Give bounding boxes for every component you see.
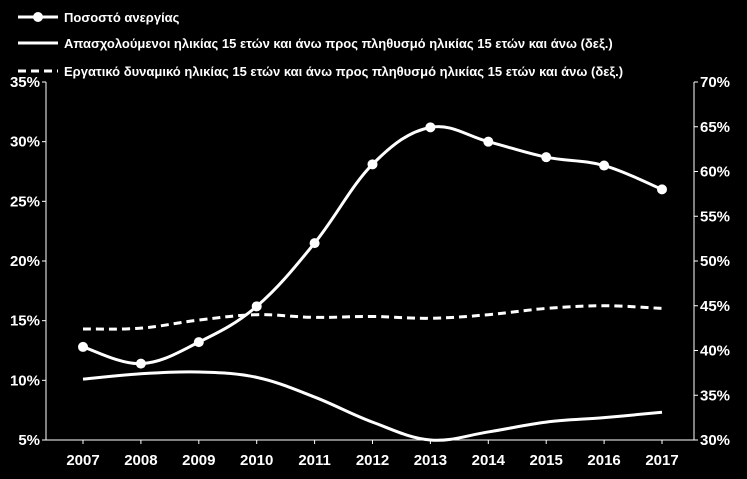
data-point-marker — [541, 152, 552, 163]
x-tick-label: 2010 — [240, 452, 273, 469]
right-tick-label: 40% — [700, 343, 730, 360]
axes-group: 5% 10% 15% 20% 25% 30% 35% 30% 35% 40% 45% 50% 55% 60… — [10, 74, 730, 469]
x-tick-label: 2013 — [414, 452, 447, 469]
x-tick-label: 2017 — [645, 452, 678, 469]
data-point-marker — [425, 122, 436, 133]
data-point-marker — [483, 136, 494, 147]
x-tick-label: 2016 — [587, 452, 620, 469]
data-point-marker — [135, 358, 146, 369]
series-line-0 — [82, 125, 663, 366]
data-point-marker — [657, 184, 667, 195]
left-tick-label: 5% — [18, 432, 40, 449]
right-tick-label: 50% — [700, 253, 730, 270]
legend-label-2: Εργατικό δυναμικό ηλικίας 15 ετών και άν… — [64, 64, 623, 79]
x-tick-label: 2007 — [66, 452, 99, 469]
right-tick-label: 70% — [700, 74, 730, 91]
left-tick-label: 10% — [10, 372, 40, 389]
series-group — [78, 122, 667, 442]
right-tick-label: 60% — [700, 164, 730, 181]
legend-marker — [33, 12, 43, 22]
left-tick-label: 25% — [10, 193, 40, 210]
right-tick-label: 65% — [700, 119, 730, 136]
data-point-marker — [193, 337, 204, 348]
legend-label-0: Ποσοστό ανεργίας — [64, 10, 180, 25]
legend: Ποσοστό ανεργίας Απασχολούμενοι ηλικίας 1… — [18, 10, 623, 79]
x-tick-label: 2012 — [356, 452, 389, 469]
left-tick-label: 35% — [10, 74, 40, 91]
right-tick-label: 55% — [700, 208, 730, 225]
x-tick-label: 2015 — [530, 452, 563, 469]
legend-label-1: Απασχολούμενοι ηλικίας 15 ετών και άνω π… — [64, 36, 613, 51]
data-point-marker — [309, 238, 320, 249]
right-tick-label: 35% — [700, 387, 730, 404]
right-tick-label: 45% — [700, 298, 730, 315]
x-tick-label: 2008 — [124, 452, 157, 469]
x-tick-label: 2011 — [298, 452, 331, 469]
left-tick-label: 20% — [10, 253, 40, 270]
left-tick-label: 30% — [10, 134, 40, 151]
data-point-marker — [367, 159, 378, 170]
series-line-2 — [82, 304, 663, 331]
series-line-1 — [82, 370, 663, 442]
data-point-marker — [599, 160, 610, 171]
x-tick-label: 2009 — [182, 452, 215, 469]
data-point-marker — [251, 301, 262, 312]
left-tick-label: 15% — [10, 313, 40, 330]
x-tick-label: 2014 — [472, 452, 506, 469]
right-tick-label: 30% — [700, 432, 730, 449]
data-point-marker — [78, 341, 88, 352]
